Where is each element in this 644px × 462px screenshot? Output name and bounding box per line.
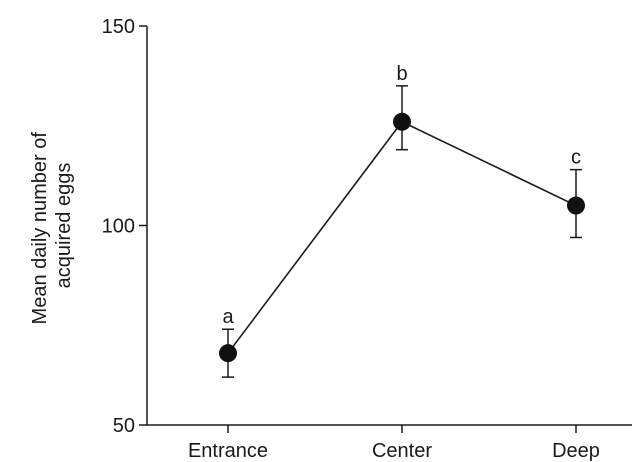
y-axis-title-line-2: acquired eggs xyxy=(53,163,75,289)
significance-label: b xyxy=(396,63,407,85)
series: a b c xyxy=(219,63,585,378)
significance-label: a xyxy=(222,306,234,328)
y-tick-label: 100 xyxy=(102,216,135,238)
x-tick-label: Center xyxy=(372,440,432,462)
axes xyxy=(146,26,632,426)
y-axis-title-line-1: Mean daily number of xyxy=(29,132,51,325)
data-point xyxy=(219,344,237,363)
series-line xyxy=(227,120,577,354)
y-tick-label: 150 xyxy=(102,16,135,38)
y-tick-label: 50 xyxy=(113,415,135,437)
data-point xyxy=(393,112,411,131)
significance-label: c xyxy=(571,147,581,169)
x-tick-label: Entrance xyxy=(188,440,268,462)
y-ticks: 50 100 150 xyxy=(102,16,147,437)
x-tick-label: Deep xyxy=(552,440,600,462)
y-axis-title: Mean daily number of acquired eggs xyxy=(29,127,75,325)
x-ticks: Entrance Center Deep xyxy=(188,425,600,462)
data-point xyxy=(567,196,585,215)
